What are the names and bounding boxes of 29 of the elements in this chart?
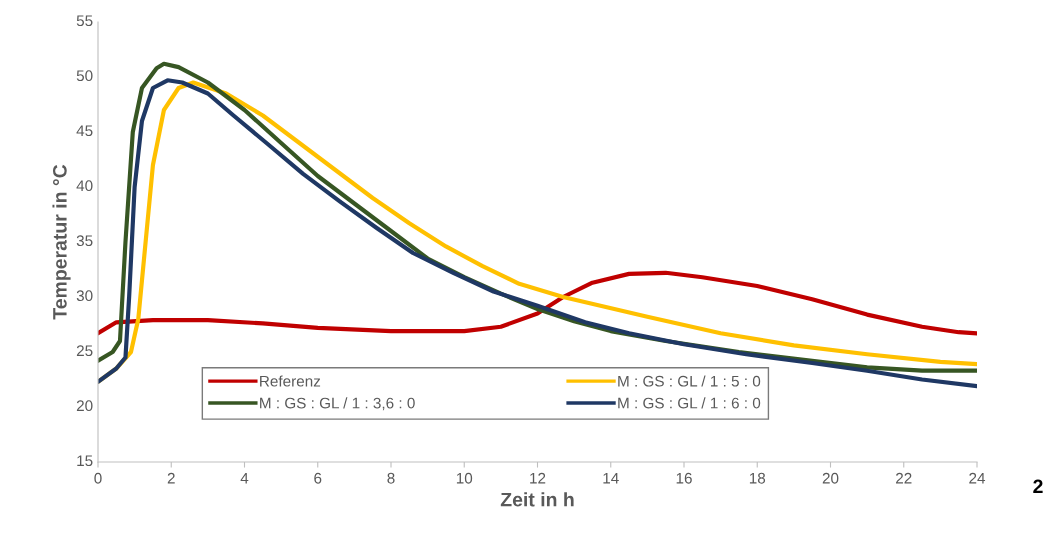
x-tick-label: 10: [456, 472, 473, 484]
y-tick-label: 50: [76, 70, 93, 82]
y-tick-label: 40: [76, 180, 93, 192]
x-axis-title: Zeit in h: [500, 492, 574, 507]
x-tick-label: 22: [896, 472, 912, 484]
y-tick-label: 15: [77, 455, 93, 467]
y-tick-label: 20: [76, 400, 93, 412]
x-tick-label: 2: [167, 472, 175, 484]
x-tick-label: 6: [314, 472, 322, 484]
x-tick-label: 8: [387, 472, 395, 484]
x-tick-label: 20: [822, 472, 839, 484]
legend-label: M : GS : GL / 1 : 6 : 0: [618, 397, 761, 409]
x-tick-label: 24: [969, 472, 986, 484]
y-tick-label: 55: [76, 15, 93, 27]
x-tick-label: 4: [240, 472, 249, 484]
legend-label: Referenz: [260, 375, 321, 387]
y-tick-label: 45: [76, 125, 93, 137]
x-tick-label: 0: [94, 472, 102, 484]
x-tick-label: 12: [530, 472, 546, 484]
x-tick-label: 18: [749, 472, 766, 484]
y-axis-title: Temperatur in °C: [52, 164, 71, 320]
legend-label: M : GS : GL / 1 : 3,6 : 0: [260, 397, 415, 411]
x-tick-label: 16: [676, 472, 692, 484]
y-tick-label: 35: [76, 235, 93, 247]
x-tick-label: 14: [603, 472, 619, 484]
line-series: [98, 270, 977, 336]
y-tick-label: 25: [76, 345, 93, 357]
y-tick-label: 30: [76, 290, 93, 302]
legend-label: M : GS : GL / 1 : 5 : 0: [618, 375, 761, 387]
